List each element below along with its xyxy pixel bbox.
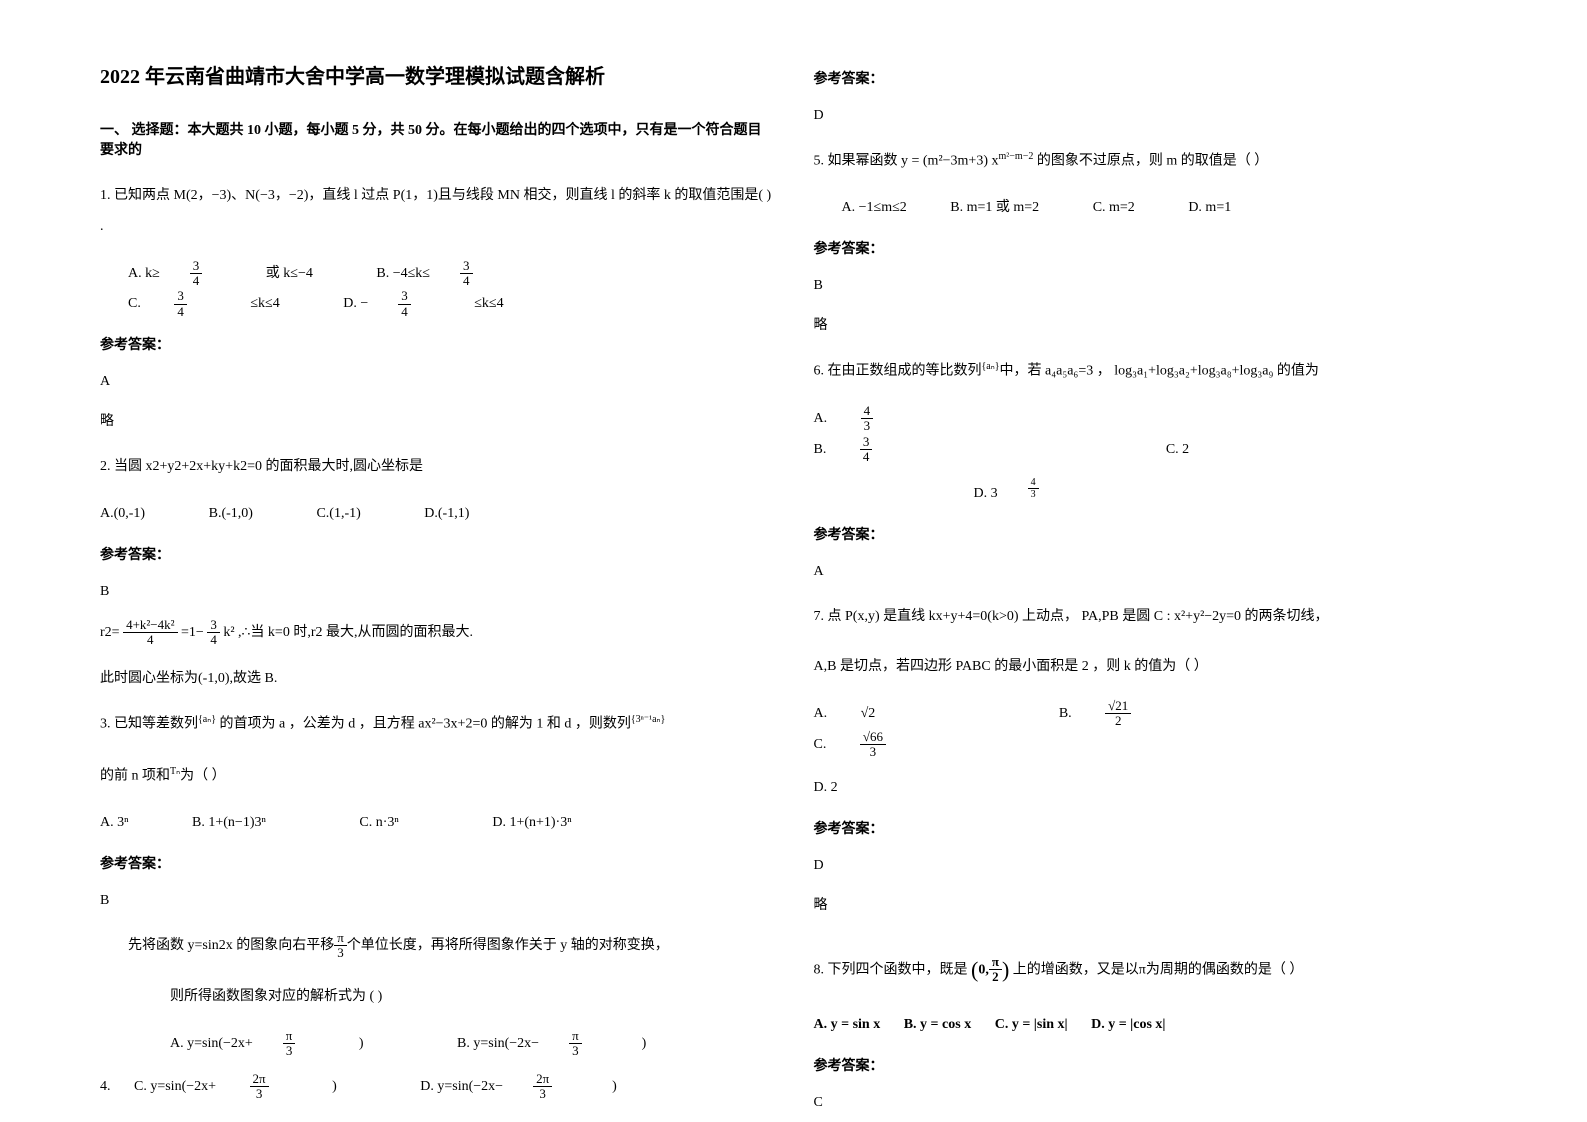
q6-optC: C. 2	[1166, 442, 1189, 457]
q8-optB: B. y = cos x	[904, 1017, 971, 1032]
q4-options-ab: A. y=sin(−2x+π3 ) B. y=sin(−2x−π3)	[142, 1029, 774, 1060]
question-7: 7. 点 P(x,y) 是直线 kx+y+4=0(k>0) 上动点， PA,PB…	[814, 602, 1488, 633]
question-4-line1: 先将函数 y=sin2x 的图象向右平移π3个单位长度，再将所得图象作关于 y …	[100, 931, 774, 962]
q1-answer: A	[100, 368, 774, 396]
q8-optD: D. y = |cos x|	[1091, 1017, 1165, 1032]
q7-note: 略	[814, 892, 1488, 920]
q1-optD: D. −34 ≤k≤4	[343, 296, 533, 311]
q1-options: A. k≥34 或 k≤−4 B. −4≤k≤34 C. 34 ≤k≤4 D. …	[100, 259, 774, 321]
q7-options-d: D. 2	[814, 773, 1488, 804]
q2-options: A.(0,-1) B.(-1,0) C.(1,-1) D.(-1,1)	[100, 499, 774, 530]
q5-note: 略	[814, 312, 1488, 340]
q1-answer-label: 参考答案：	[100, 334, 774, 354]
question-6: 6. 在由正数组成的等比数列{aₙ}中，若 a₄a₅a₆=3 ， log₃a₁+…	[814, 356, 1488, 387]
q6-optB: B. 34	[814, 442, 936, 457]
q7-optA: A. √2	[814, 706, 909, 721]
q5-optC: C. m=2	[1093, 200, 1135, 215]
right-column: 参考答案： D 5. 如果幂函数 y = (m²−3m+3) xm²−m−2 的…	[814, 60, 1488, 1062]
q8-optC: C. y = |sin x|	[995, 1017, 1068, 1032]
question-2: 2. 当圆 x2+y2+2x+ky+k2=0 的面积最大时,圆心坐标是	[100, 452, 774, 483]
q6-optD: D. 343	[974, 486, 1099, 501]
q1-text: 1. 已知两点 M(2，−3)、N(−3，−2)，直线 l 过点 P(1，1)且…	[100, 188, 771, 234]
q2-work2: 此时圆心坐标为(-1,0),故选 B.	[100, 665, 774, 693]
q8-options: A. y = sin x B. y = cos x C. y = |sin x|…	[814, 1010, 1488, 1041]
q3-optC: C. n·3ⁿ	[359, 815, 398, 830]
question-5: 5. 如果幂函数 y = (m²−3m+3) xm²−m−2 的图象不过原点，则…	[814, 146, 1488, 177]
col2-answer-label-top: 参考答案：	[814, 68, 1488, 88]
left-column: 2022 年云南省曲靖市大舍中学高一数学理模拟试题含解析 一、 选择题：本大题共…	[100, 60, 774, 1062]
q2-answer: B	[100, 578, 774, 606]
q2-optC: C.(1,-1)	[316, 506, 360, 521]
q7-answer-label: 参考答案：	[814, 818, 1488, 838]
q7-options-abc: A. √2 B. √212 C. √663	[814, 699, 1488, 761]
q5-optD: D. m=1	[1188, 200, 1231, 215]
q5-optA: A. −1≤m≤2	[842, 200, 907, 215]
question-1: 1. 已知两点 M(2，−3)、N(−3，−2)，直线 l 过点 P(1，1)且…	[100, 181, 774, 243]
q7-optC: C. √663	[814, 737, 946, 752]
q4-optA: A. y=sin(−2x+π3 )	[170, 1036, 397, 1051]
question-8: 8. 下列四个函数中，既是 (0,π2) 上的增函数，又是以π为周期的偶函数的是…	[814, 946, 1488, 994]
q6-answer-label: 参考答案：	[814, 524, 1488, 544]
q6-options-abc: A. 43 B. 34 C. 2	[814, 404, 1488, 466]
q5-optB: B. m=1 或 m=2	[950, 200, 1039, 215]
q3-answer-label: 参考答案：	[100, 853, 774, 873]
q6-answer: A	[814, 558, 1488, 586]
q4-optD: D. y=sin(−2x−2π3)	[420, 1079, 647, 1094]
q1-optA: A. k≥34 或 k≤−4	[128, 266, 346, 281]
q3-optD: D. 1+(n+1)·3ⁿ	[492, 815, 571, 830]
q2-work: r2= 4+k²−4k²4 =1− 34 k² ,∴当 k=0 时,r2 最大,…	[100, 618, 774, 648]
q5-options: A. −1≤m≤2 B. m=1 或 m=2 C. m=2 D. m=1	[814, 193, 1488, 224]
q8-optA: A. y = sin x	[814, 1017, 881, 1032]
q6-optA: A. 43	[814, 411, 934, 426]
q7-answer: D	[814, 852, 1488, 880]
q8-answer: C	[814, 1089, 1488, 1117]
q1-note: 略	[100, 408, 774, 436]
q4-optB: B. y=sin(−2x−π3)	[457, 1036, 676, 1051]
q1-optC: C. 34 ≤k≤4	[128, 296, 313, 311]
q7-optD: D. 2	[814, 780, 838, 795]
document-title: 2022 年云南省曲靖市大舍中学高一数学理模拟试题含解析	[100, 60, 774, 89]
q1-optB: B. −4≤k≤34	[376, 266, 532, 281]
q3-answer: B	[100, 887, 774, 915]
q4-optC: C. y=sin(−2x+ 2π3 )	[134, 1079, 370, 1094]
q8-answer-label: 参考答案：	[814, 1055, 1488, 1075]
q5-answer-label: 参考答案：	[814, 238, 1488, 258]
q2-answer-label: 参考答案：	[100, 544, 774, 564]
q3-optB: B. 1+(n−1)3ⁿ	[192, 815, 266, 830]
question-7b: A,B 是切点，若四边形 PABC 的最小面积是 2 ，则 k 的值为（ ）	[814, 652, 1488, 683]
section-1-header: 一、 选择题：本大题共 10 小题，每小题 5 分，共 50 分。在每小题给出的…	[100, 119, 774, 159]
q2-optA: A.(0,-1)	[100, 506, 145, 521]
q4-number: 4.	[100, 1079, 111, 1094]
q3-options: A. 3ⁿ B. 1+(n−1)3ⁿ C. n·3ⁿ D. 1+(n+1)·3ⁿ	[100, 808, 774, 839]
q4-options-cd: 4. C. y=sin(−2x+ 2π3 ) D. y=sin(−2x−2π3)	[100, 1072, 774, 1103]
q2-optB: B.(-1,0)	[209, 506, 253, 521]
question-3: 3. 已知等差数列{aₙ} 的首项为 a ，公差为 d ，且方程 ax²−3x+…	[100, 709, 774, 740]
col2-answer-top: D	[814, 102, 1488, 130]
q2-text: 2. 当圆 x2+y2+2x+ky+k2=0 的面积最大时,圆心坐标是	[100, 459, 423, 474]
question-3b: 的前 n 项和Tₙ为（ ）	[100, 761, 774, 792]
q7-optB: B. √212	[1059, 706, 1191, 721]
question-4-line2: 则所得函数图象对应的解析式为 ( )	[142, 982, 774, 1013]
q6-options-d: D. 343	[974, 477, 1488, 509]
q2-optD: D.(-1,1)	[424, 506, 469, 521]
q5-answer: B	[814, 272, 1488, 300]
q3-optA: A. 3ⁿ	[100, 815, 129, 830]
